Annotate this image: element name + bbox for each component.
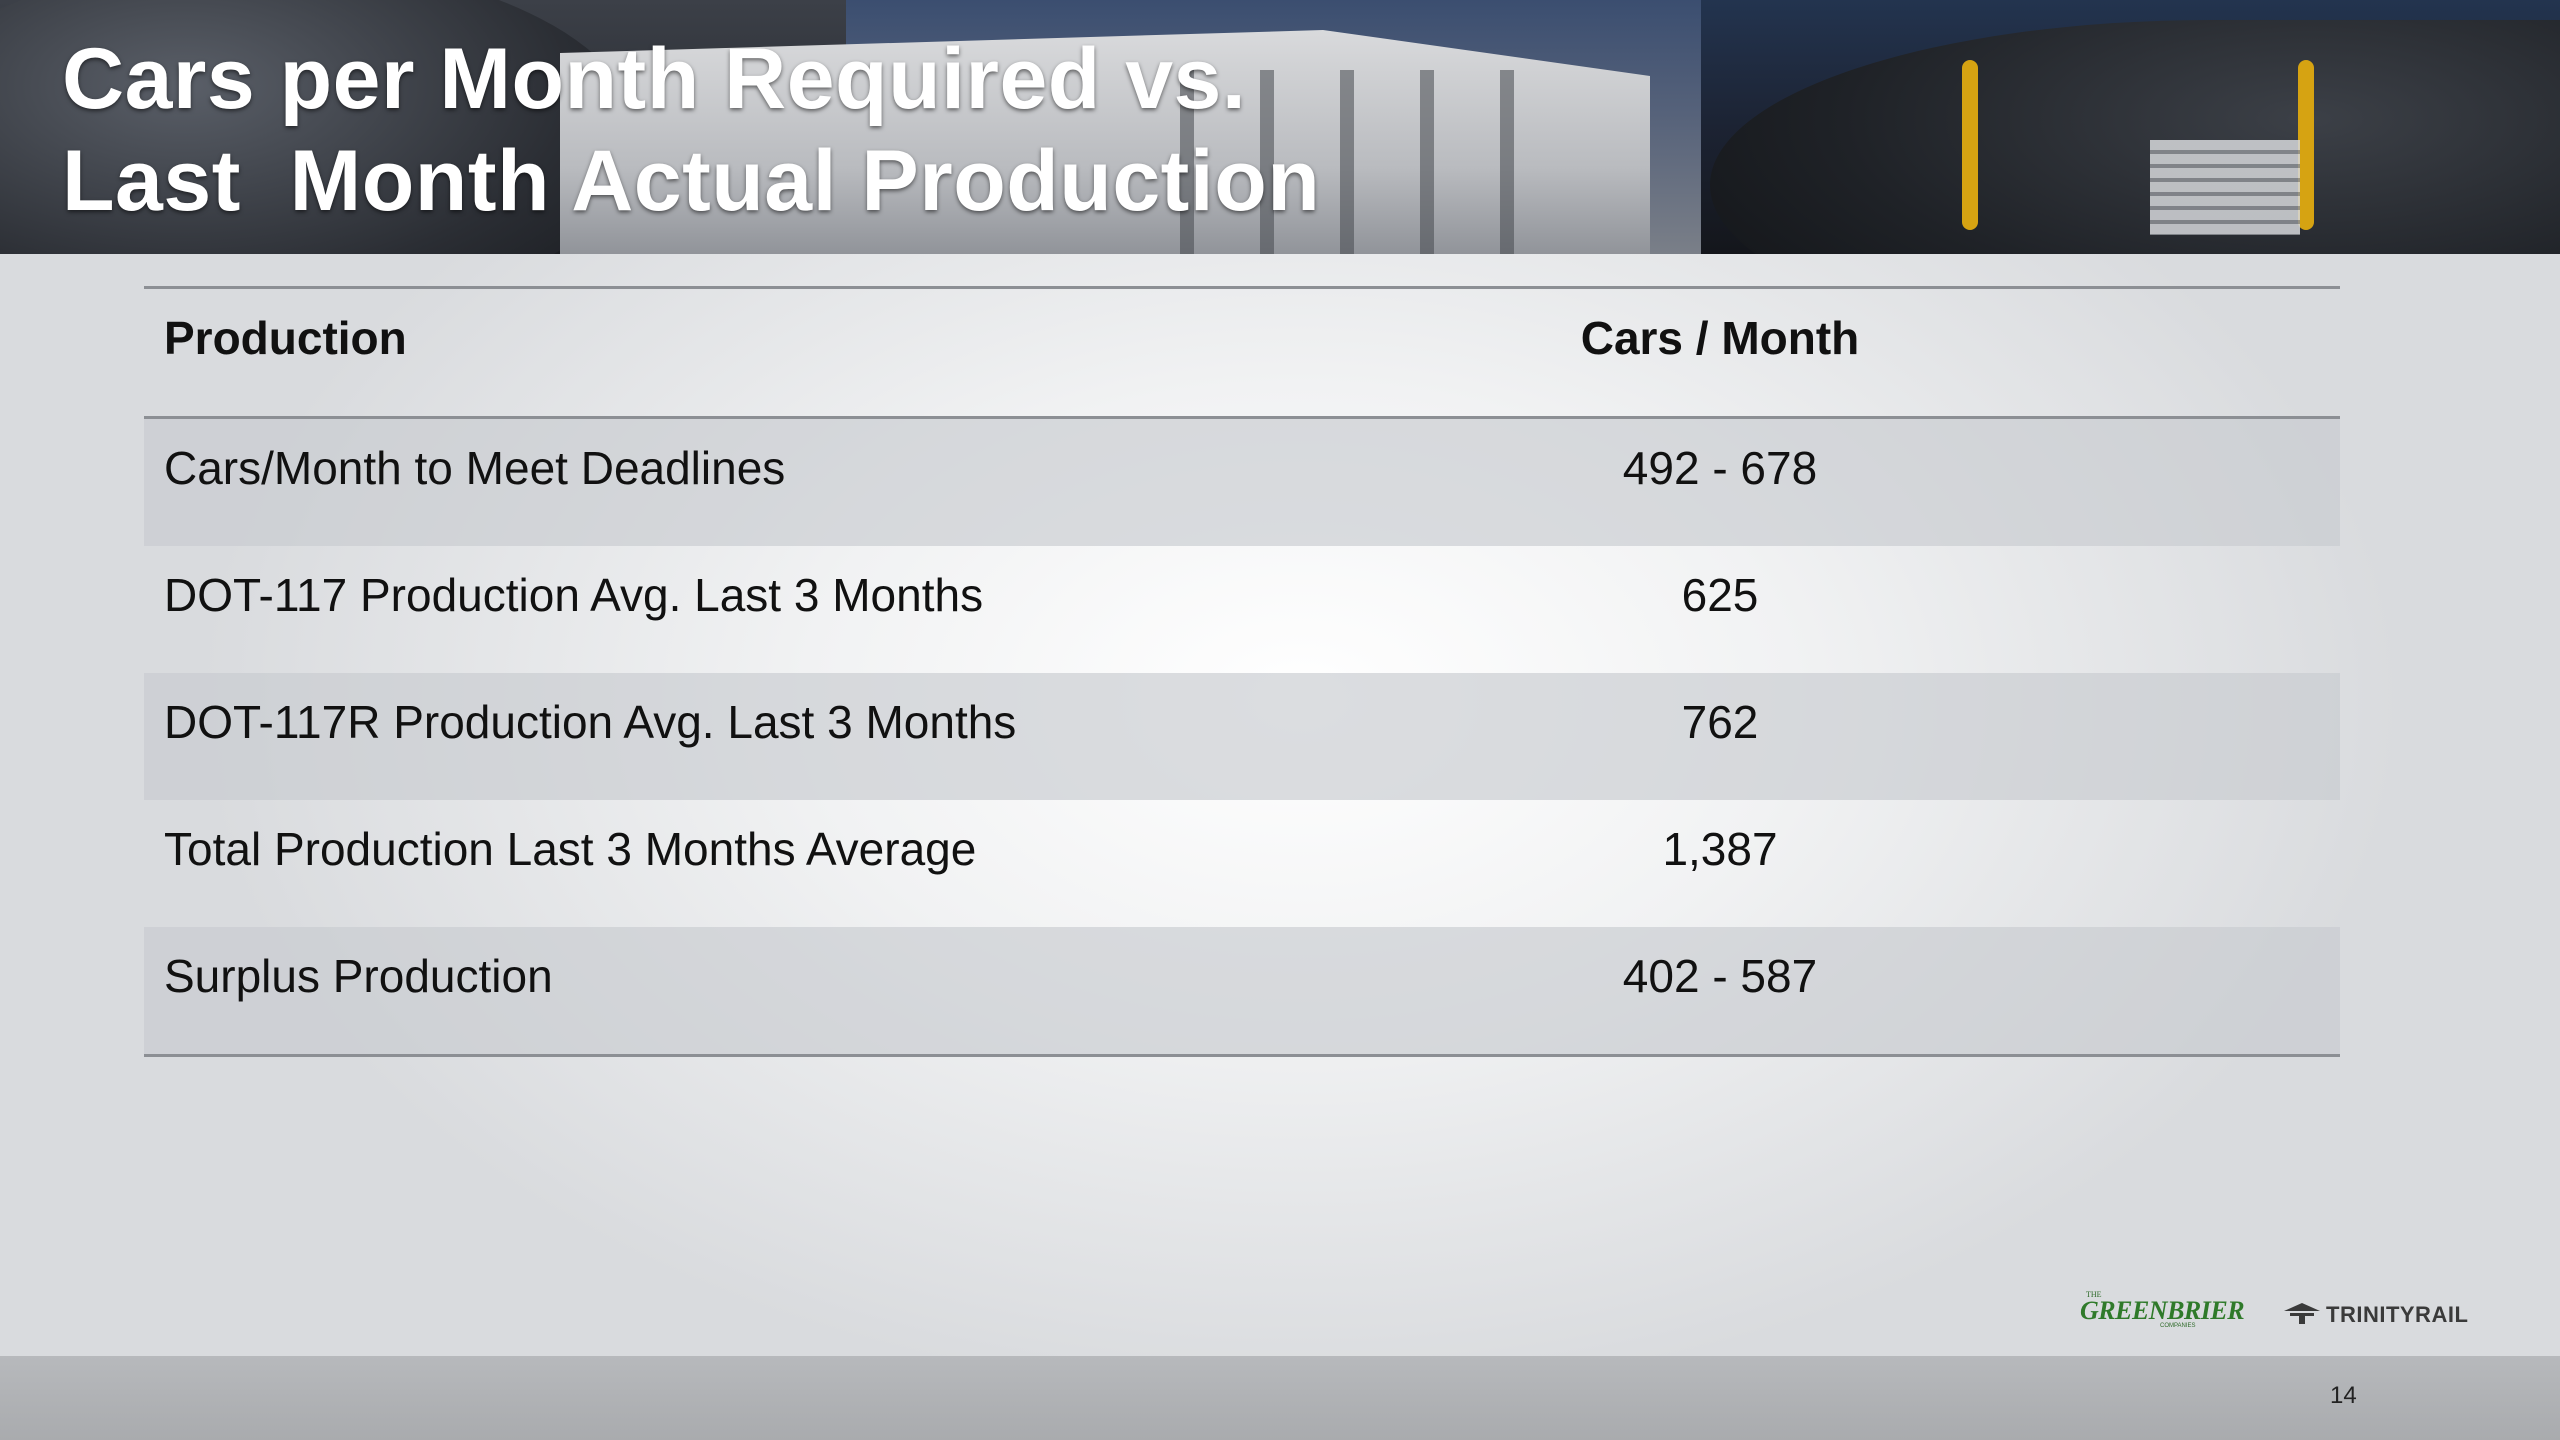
table-row: Cars/Month to Meet Deadlines 492 - 678	[144, 419, 2340, 546]
hopper-rib	[1260, 70, 1274, 254]
greenbrier-logo-small: THE	[2086, 1290, 2102, 1299]
trinityrail-mark-icon	[2284, 1303, 2320, 1324]
row-label: DOT-117R Production Avg. Last 3 Months	[164, 696, 1017, 748]
yellow-stripe	[2298, 60, 2314, 230]
row-value: 1,387	[1662, 823, 1778, 875]
row-label: Surplus Production	[164, 950, 553, 1002]
slide-title-line-1: Cars per Month Required vs.	[62, 31, 1247, 127]
hopper-rib	[1340, 70, 1354, 254]
page-number: 14	[2330, 1382, 2357, 1409]
greenbrier-logo-sub: COMPANIES	[2160, 1323, 2196, 1329]
footer-bar: 14	[0, 1356, 2560, 1440]
row-value: 625	[1681, 569, 1759, 621]
hazmat-placard	[2150, 140, 2300, 235]
greenbrier-logo: THE GREENBRIER COMPANIES	[2080, 1290, 2245, 1332]
table-row: Total Production Last 3 Months Average 1…	[144, 800, 2340, 927]
trinityrail-logo-text: TRINITYRAIL	[2326, 1302, 2469, 1327]
table-header-row: Production Cars / Month	[144, 289, 2340, 419]
row-label: Cars/Month to Meet Deadlines	[164, 442, 786, 494]
tank-car-shape	[0, 0, 640, 254]
slide-title: Cars per Month Required vs. Last Month A…	[62, 28, 1320, 232]
hopper-rib	[1500, 70, 1514, 254]
column-header-production: Production	[164, 312, 407, 364]
hopper-rib	[1180, 70, 1194, 254]
hopper-rib	[1420, 70, 1434, 254]
table-row: DOT-117R Production Avg. Last 3 Months 7…	[144, 673, 2340, 800]
row-value: 492 - 678	[1622, 442, 1818, 494]
table-row: DOT-117 Production Avg. Last 3 Months 62…	[144, 546, 2340, 673]
column-header-cars-month: Cars / Month	[1580, 312, 1860, 364]
production-table: Production Cars / Month Cars/Month to Me…	[144, 286, 2340, 1057]
hopper-car-shape	[560, 30, 1650, 254]
row-label: DOT-117 Production Avg. Last 3 Months	[164, 569, 984, 621]
row-value: 402 - 587	[1622, 950, 1818, 1002]
trinityrail-logo: TRINITYRAIL	[2284, 1300, 2524, 1330]
header-banner: Cars per Month Required vs. Last Month A…	[0, 0, 2560, 254]
yellow-stripe	[1962, 60, 1978, 230]
table-row: Surplus Production 402 - 587	[144, 927, 2340, 1054]
slide-title-line-2: Last Month Actual Production	[62, 133, 1321, 229]
greenbrier-logo-text: GREENBRIER	[2080, 1296, 2245, 1325]
row-label: Total Production Last 3 Months Average	[164, 823, 977, 875]
row-value: 762	[1681, 696, 1759, 748]
